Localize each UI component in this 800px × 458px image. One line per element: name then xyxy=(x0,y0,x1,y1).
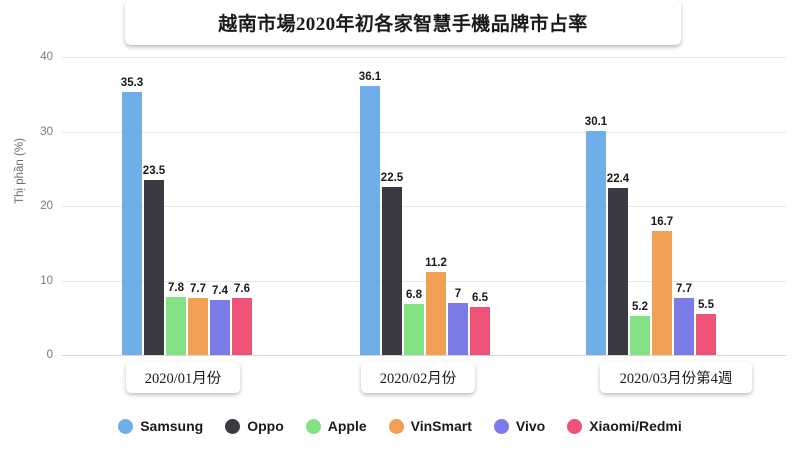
bar-value-label: 7.8 xyxy=(168,281,184,294)
legend-item-samsung[interactable]: Samsung xyxy=(118,418,203,434)
legend-item-xiaomi-redmi[interactable]: Xiaomi/Redmi xyxy=(567,418,682,434)
bar-oppo[interactable]: 22.5 xyxy=(380,57,404,355)
bar-rect xyxy=(652,230,672,355)
y-axis-title: Thị phần (%) xyxy=(14,138,26,204)
bar-rect xyxy=(426,271,446,355)
bar-rect xyxy=(122,92,142,355)
gridline: 20 xyxy=(40,200,786,212)
legend-item-apple[interactable]: Apple xyxy=(305,418,367,434)
legend-swatch-icon xyxy=(118,418,134,434)
bar-value-label: 16.7 xyxy=(650,215,674,228)
legend-swatch-icon xyxy=(567,418,583,434)
bar-samsung[interactable]: 30.1 xyxy=(584,57,608,355)
bar-rect xyxy=(166,296,186,355)
gridline: 40 xyxy=(40,51,786,63)
bar-value-label: 7.7 xyxy=(190,282,206,295)
bar-value-label: 7 xyxy=(454,287,462,300)
bar-vinsmart[interactable]: 11.2 xyxy=(425,57,447,355)
bar-value-label: 35.3 xyxy=(120,77,144,90)
y-axis-tick-label: 30 xyxy=(40,125,53,138)
bar-rect xyxy=(210,299,230,355)
legend-swatch-icon xyxy=(305,418,321,434)
bar-rect xyxy=(448,302,468,355)
page-title: 越南市場2020年初各家智慧手機品牌市占率 xyxy=(218,14,588,35)
bar-oppo[interactable]: 22.4 xyxy=(606,57,630,355)
bar-value-label: 6.8 xyxy=(406,289,422,302)
bar-xiaomi-redmi[interactable]: 7.6 xyxy=(232,57,252,355)
bar-value-label: 5.2 xyxy=(632,301,648,314)
bar-vivo[interactable]: 7 xyxy=(448,57,468,355)
x-axis-category-label: 2020/02月份 xyxy=(379,371,457,387)
legend-label: Vivo xyxy=(515,418,546,434)
bar-rect xyxy=(608,188,628,355)
legend-label: VinSmart xyxy=(410,418,472,434)
bar-samsung[interactable]: 36.1 xyxy=(358,57,382,355)
chart-title-card: 越南市場2020年初各家智慧手機品牌市占率 xyxy=(125,0,681,45)
y-axis-tick-label: 20 xyxy=(40,200,53,212)
bar-value-label: 22.5 xyxy=(380,172,404,185)
bar-apple[interactable]: 7.8 xyxy=(166,57,186,355)
bar-value-label: 30.1 xyxy=(584,115,608,128)
bar-rect xyxy=(470,306,490,355)
chart-plot-frame: Thị phần (%) 0 10 20 30 40 35.3 23.5 7.8 7.7 7.4 7… xyxy=(0,45,800,365)
bar-apple[interactable]: 6.8 xyxy=(404,57,424,355)
bar-group: 35.3 23.5 7.8 7.7 7.4 7.6 xyxy=(120,57,252,355)
legend-swatch-icon xyxy=(493,418,509,434)
legend-label: Apple xyxy=(327,418,367,434)
x-axis-category-label: 2020/03月份第4週 xyxy=(619,371,733,387)
y-axis-tick-label: 10 xyxy=(40,274,53,287)
plot-area: 0 10 20 30 40 35.3 23.5 7.8 7.7 7.4 7.6 36.1 22.5 6.8… xyxy=(40,51,786,361)
bar-samsung[interactable]: 35.3 xyxy=(120,57,144,355)
bar-vinsmart[interactable]: 7.7 xyxy=(188,57,208,355)
legend-item-vivo[interactable]: Vivo xyxy=(493,418,546,434)
legend-label: Xiaomi/Redmi xyxy=(589,418,682,434)
legend-swatch-icon xyxy=(225,418,241,434)
legend-label: Oppo xyxy=(247,418,284,434)
gridline: 30 xyxy=(40,126,786,138)
bar-rect xyxy=(696,314,716,355)
bar-vivo[interactable]: 7.4 xyxy=(210,57,230,355)
bar-value-label: 11.2 xyxy=(425,256,447,269)
bar-group: 36.1 22.5 6.8 11.2 7 6.5 xyxy=(358,57,490,355)
bar-rect xyxy=(674,297,694,355)
legend-swatch-icon xyxy=(388,418,404,434)
bar-value-label: 7.4 xyxy=(212,284,228,297)
bar-value-label: 7.6 xyxy=(234,283,250,296)
category-label-card: 2020/03月份第4週 xyxy=(600,362,752,393)
bar-rect xyxy=(586,130,606,355)
bar-rect xyxy=(630,316,650,355)
bar-value-label: 5.5 xyxy=(698,299,714,312)
bar-rect xyxy=(144,179,164,355)
gridline: 10 xyxy=(40,275,786,287)
category-label-card: 2020/02月份 xyxy=(361,362,475,393)
bar-value-label: 6.5 xyxy=(472,291,488,304)
bar-rect xyxy=(382,187,402,355)
category-label-card: 2020/01月份 xyxy=(126,362,240,393)
bar-rect xyxy=(232,298,252,355)
bar-value-label: 23.5 xyxy=(142,164,166,177)
x-axis-category-label: 2020/01月份 xyxy=(144,371,222,387)
bar-vivo[interactable]: 7.7 xyxy=(674,57,694,355)
bar-rect xyxy=(188,297,208,355)
y-axis-tick-label: 40 xyxy=(40,51,53,63)
bar-value-label: 7.7 xyxy=(676,282,692,295)
legend-item-vinsmart[interactable]: VinSmart xyxy=(388,418,472,434)
bar-oppo[interactable]: 23.5 xyxy=(142,57,166,355)
bar-vinsmart[interactable]: 16.7 xyxy=(650,57,674,355)
bar-rect xyxy=(360,86,380,355)
legend-item-oppo[interactable]: Oppo xyxy=(225,418,284,434)
bar-apple[interactable]: 5.2 xyxy=(630,57,650,355)
bar-xiaomi-redmi[interactable]: 5.5 xyxy=(696,57,716,355)
legend-label: Samsung xyxy=(140,418,204,434)
bar-rect xyxy=(404,304,424,355)
bar-group: 30.1 22.4 5.2 16.7 7.7 5.5 xyxy=(584,57,716,355)
chart-legend: Samsung Oppo Apple VinSmart Vivo Xiaomi/Redmi xyxy=(0,418,800,434)
bar-value-label: 22.4 xyxy=(606,173,630,186)
bar-value-label: 36.1 xyxy=(358,71,382,84)
bar-xiaomi-redmi[interactable]: 6.5 xyxy=(470,57,490,355)
y-axis-tick-label: 0 xyxy=(46,349,53,361)
axis-baseline: 0 xyxy=(47,349,786,361)
